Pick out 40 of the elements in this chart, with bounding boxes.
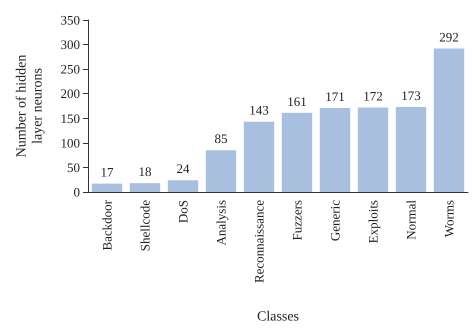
- y-tick-label: 100: [60, 135, 80, 150]
- bar: [92, 184, 122, 192]
- x-tick-label: Generic: [328, 200, 342, 242]
- data-label: 18: [138, 164, 152, 180]
- y-tick-label: 350: [60, 12, 80, 28]
- x-tick-label: Worms: [442, 200, 456, 238]
- data-label: 143: [249, 102, 269, 118]
- x-tick-label: DoS: [176, 200, 190, 224]
- y-tick-label: 50: [67, 160, 80, 175]
- y-tick-label: 150: [60, 110, 80, 126]
- bar: [244, 122, 274, 192]
- data-label: 17: [100, 164, 114, 180]
- x-tick-label: Reconnaissance: [252, 200, 266, 284]
- bar: [434, 48, 464, 192]
- x-tick-label: Exploits: [366, 200, 380, 244]
- data-label: 172: [363, 88, 383, 104]
- y-tick-label: 0: [74, 184, 80, 200]
- data-label: 292: [439, 30, 459, 45]
- bar: [130, 183, 160, 192]
- x-tick-label: Shellcode: [138, 200, 152, 252]
- bar: [282, 112, 312, 192]
- data-label: 173: [401, 88, 421, 103]
- x-axis-title: Classes: [257, 310, 299, 324]
- x-tick-label: Analysis: [214, 200, 228, 246]
- bar: [206, 150, 236, 192]
- data-label: 24: [176, 161, 190, 176]
- data-label: 171: [325, 88, 345, 104]
- data-label: 161: [287, 94, 307, 109]
- y-tick-label: 250: [60, 62, 80, 77]
- bar: [168, 180, 198, 192]
- x-tick-label: Fuzzers: [290, 200, 304, 240]
- x-tick-label: Normal: [404, 200, 418, 240]
- bar: [358, 107, 388, 192]
- y-tick-label: 300: [60, 37, 80, 52]
- bar: [396, 106, 426, 192]
- y-tick-label: 200: [60, 86, 80, 102]
- x-tick-label: Backdoor: [100, 199, 114, 251]
- y-axis-title: Number of hidden layer neurons: [14, 54, 46, 158]
- bar: [320, 108, 350, 192]
- data-label: 85: [214, 131, 228, 146]
